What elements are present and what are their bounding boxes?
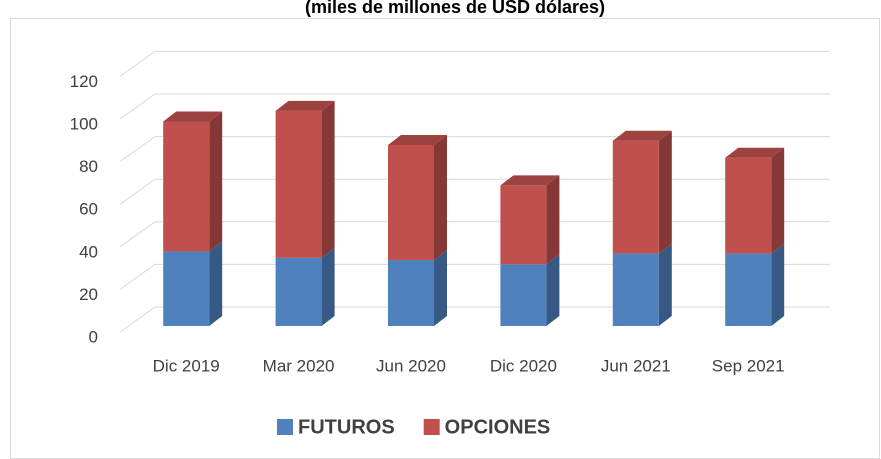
bar — [388, 259, 434, 326]
legend-swatch — [277, 419, 293, 435]
y-tick-label: 40 — [79, 242, 98, 261]
y-tick-label: 0 — [89, 327, 98, 346]
bar — [163, 251, 210, 326]
bar-top — [163, 111, 223, 122]
bar-side — [546, 254, 560, 326]
x-tick-label: Jun 2020 — [376, 356, 446, 375]
bar-side — [321, 100, 335, 258]
y-tick-label: 60 — [79, 200, 98, 219]
bar-side — [771, 147, 785, 254]
bar-side — [209, 241, 223, 326]
bar — [725, 253, 772, 326]
bar-top — [612, 130, 672, 141]
bar — [500, 185, 547, 265]
y-tick-label: 80 — [79, 157, 98, 176]
grid-line — [119, 306, 830, 333]
legend-swatch — [423, 419, 440, 435]
grid-line — [119, 178, 830, 205]
grid-line — [119, 221, 830, 248]
bar — [163, 121, 210, 252]
bar-side — [434, 249, 447, 326]
x-tick-label: Dic 2020 — [490, 356, 557, 375]
y-tick-label: 100 — [70, 114, 98, 133]
grid-line — [119, 263, 830, 290]
bar — [500, 264, 547, 326]
bar — [275, 110, 322, 258]
y-tick-label: 120 — [70, 72, 98, 91]
bar-side — [546, 175, 560, 265]
bar-side — [658, 243, 672, 326]
bar-top — [275, 100, 335, 111]
bar — [725, 157, 772, 254]
bar-side — [321, 247, 335, 326]
x-tick-label: Dic 2019 — [153, 356, 220, 375]
chart-title: (miles de millones de USD dólares) — [305, 0, 605, 17]
bar-side — [209, 111, 223, 252]
grid-line — [119, 93, 830, 120]
bar-side — [771, 243, 785, 326]
bar-side — [434, 134, 447, 260]
bar-top — [388, 134, 447, 145]
x-tick-label: Jun 2021 — [601, 356, 671, 375]
bar — [275, 257, 322, 326]
bar-top — [500, 175, 560, 186]
grid-line — [119, 136, 830, 163]
bar-top — [725, 147, 785, 158]
y-tick-label: 20 — [79, 285, 98, 304]
legend-label: FUTUROS — [298, 416, 395, 438]
bar — [612, 140, 659, 254]
legend-label: OPCIONES — [445, 416, 551, 438]
x-tick-label: Mar 2020 — [263, 356, 335, 375]
grid-line — [119, 50, 830, 77]
x-tick-label: Sep 2021 — [712, 356, 785, 375]
bar-side — [658, 130, 672, 254]
bar — [388, 144, 434, 260]
bar — [612, 253, 659, 326]
